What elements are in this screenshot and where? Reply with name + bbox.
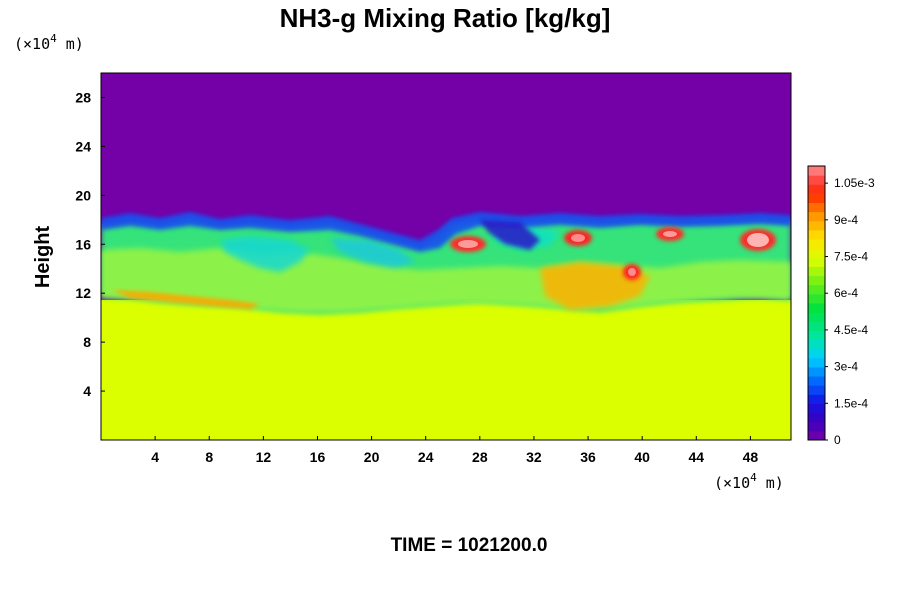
- y-tick-label: 20: [75, 187, 91, 203]
- lower-region: [101, 300, 791, 440]
- x-unit-prefix: (×10: [714, 474, 750, 492]
- time-label: TIME = 1021200.0: [391, 535, 548, 556]
- x-tick-label: 40: [634, 449, 650, 465]
- x-tick-label: 36: [580, 449, 596, 465]
- colorbar-swatch: [808, 293, 825, 304]
- y-unit-prefix: (×10: [14, 35, 50, 53]
- colorbar-ticks: 0 1.5e-4 3e-4 4.5e-4 6e-4 7.5e-4 9e-4 1.05e-3: [825, 176, 875, 447]
- colorbar-swatch: [808, 376, 825, 386]
- colorbar-swatch: [808, 193, 825, 204]
- colorbar-swatch: [808, 303, 825, 313]
- colorbar-swatch: [808, 239, 825, 249]
- cyan-region-left: [220, 236, 310, 272]
- colorbar-swatch: [808, 284, 825, 295]
- colorbar-swatch: [808, 321, 825, 331]
- plot-frame: [100, 72, 792, 441]
- colorbar-swatch: [808, 366, 825, 377]
- hotspot-2: [564, 230, 592, 246]
- chart-title: NH3-g Mixing Ratio [kg/kg]: [280, 3, 611, 33]
- x-tick-label: 32: [526, 449, 542, 465]
- x-tick-label: 4: [151, 449, 159, 465]
- colorbar-tick-label: 1.05e-3: [834, 176, 875, 190]
- colorbar-swatch: [808, 394, 825, 404]
- colorbar-frame: [807, 165, 826, 441]
- x-tick-label: 24: [418, 449, 434, 465]
- y-tick-label: 28: [75, 89, 91, 105]
- hotspot-4: [656, 227, 684, 241]
- colorbar-swatch: [808, 229, 825, 240]
- colorbar-tick-label: 3e-4: [834, 360, 858, 374]
- y-axis-label: Height: [32, 226, 54, 289]
- y-tick-label: 24: [75, 138, 91, 154]
- colorbar-swatch: [808, 430, 825, 441]
- colorbar-swatch: [808, 348, 825, 359]
- x-tick-label: 44: [689, 449, 705, 465]
- y-tick-label: 4: [83, 383, 91, 399]
- x-tick-label: 8: [205, 449, 213, 465]
- x-tick-label: 16: [310, 449, 326, 465]
- colorbar-tick-label: 9e-4: [834, 213, 858, 227]
- colorbar-swatch: [808, 257, 825, 267]
- orange-streak-left: [112, 290, 260, 309]
- x-tick-label: 28: [472, 449, 488, 465]
- cyan-region-center: [330, 238, 415, 268]
- colorbar-swatch: [808, 421, 825, 432]
- x-tick-label: 48: [743, 449, 759, 465]
- colorbar-tick-label: 7.5e-4: [834, 250, 868, 264]
- colorbar-swatch: [808, 412, 825, 423]
- y-tick-label: 16: [75, 236, 91, 252]
- colorbar-swatch: [808, 403, 825, 414]
- colorbar-tick-label: 1.5e-4: [834, 396, 868, 410]
- y-tick-label: 12: [75, 285, 91, 301]
- colorbar-swatch: [808, 211, 825, 222]
- colorbar-swatch: [808, 312, 825, 322]
- colorbar-swatch: [808, 202, 825, 213]
- heatmap-field: [101, 73, 791, 440]
- y-unit-exponent: 4: [50, 32, 57, 45]
- colorbar-tick-label: 4.5e-4: [834, 323, 868, 337]
- hotspot-5: [740, 229, 776, 251]
- colorbar-swatch: [808, 266, 825, 277]
- x-ticks: 4 8 12 16 20 24 28 32 36 40 44 48: [151, 436, 758, 465]
- colorbar-tick-label: 0: [834, 433, 841, 447]
- colorbar-swatch: [808, 220, 825, 231]
- hotspot-1: [450, 236, 486, 252]
- y-ticks: 4 8 12 16 20 24 28: [75, 89, 105, 399]
- colorbar-swatch: [808, 385, 825, 395]
- colorbar-swatch: [808, 357, 825, 368]
- colorbar: [808, 166, 825, 441]
- x-unit-label: (×104 m): [714, 471, 784, 492]
- x-tick-label: 12: [256, 449, 272, 465]
- colorbar-swatch: [808, 248, 825, 258]
- colorbar-tick-label: 6e-4: [834, 286, 858, 300]
- dark-blue-region: [480, 220, 540, 250]
- colorbar-swatch: [808, 330, 825, 341]
- x-unit-exponent: 4: [750, 471, 757, 484]
- blue-interface: [101, 212, 791, 252]
- colorbar-swatch: [808, 339, 825, 350]
- colorbar-swatch: [808, 275, 825, 286]
- x-unit-suffix: m): [757, 474, 784, 492]
- colorbar-swatch: [808, 166, 825, 176]
- y-unit-suffix: m): [57, 35, 84, 53]
- colorbar-swatch: [808, 175, 825, 185]
- colorbar-swatch: [808, 184, 825, 194]
- hotspot-3: [623, 264, 641, 280]
- x-tick-label: 20: [364, 449, 380, 465]
- y-unit-label: (×104 m): [14, 32, 84, 53]
- y-tick-label: 8: [83, 334, 91, 350]
- orange-streak-right: [540, 262, 650, 310]
